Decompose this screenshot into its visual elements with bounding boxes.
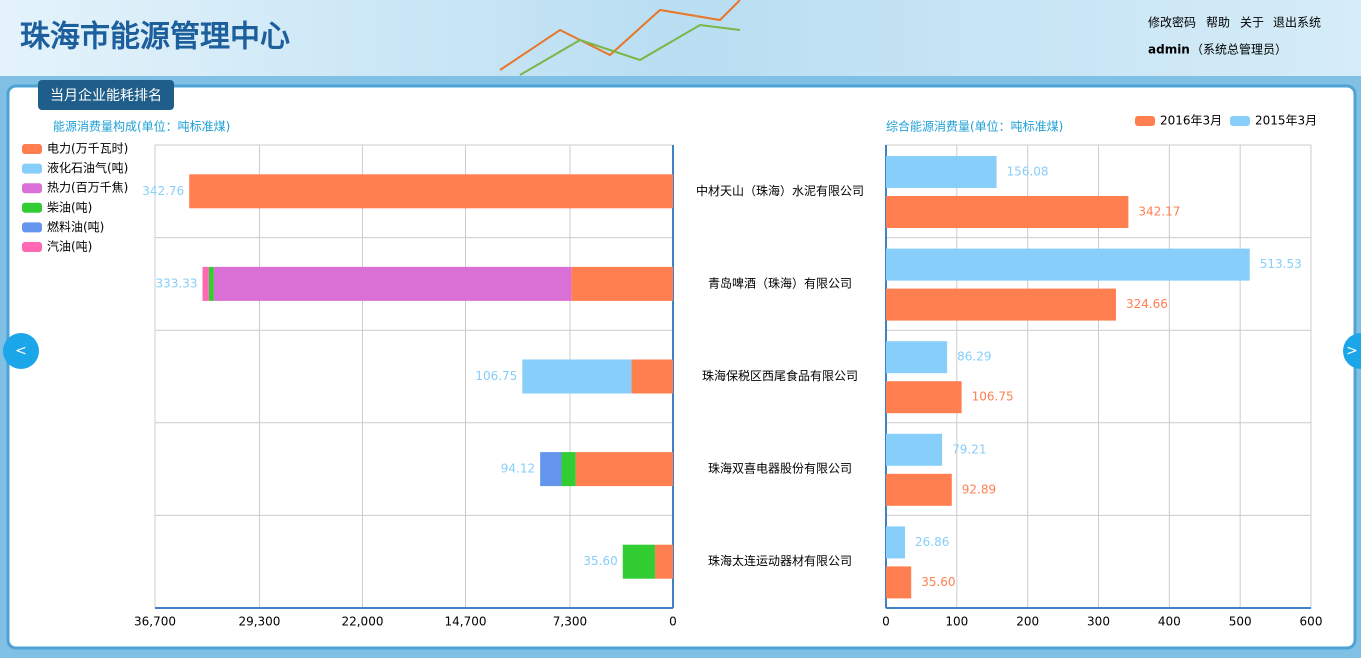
x-tick-label: 0 [669, 615, 677, 629]
category-label: 中材天山（珠海）水泥有限公司 [696, 183, 864, 198]
legend-swatch [22, 144, 42, 154]
bar [886, 433, 943, 466]
legend-swatch [22, 242, 42, 252]
value-label: 79.21 [952, 442, 986, 456]
x-tick-label: 29,300 [238, 615, 280, 629]
legend-swatch [1230, 116, 1250, 126]
value-label: 86.29 [957, 350, 991, 364]
legend-label: 2016年3月 [1160, 114, 1222, 128]
value-label: 106.75 [972, 390, 1014, 404]
next-label[interactable]: > [1346, 343, 1358, 359]
value-label: 35.60 [921, 575, 955, 589]
header-decoration [499, 0, 741, 71]
bar-segment [654, 544, 673, 579]
prev-label[interactable]: < [15, 343, 27, 359]
bar [886, 196, 1129, 228]
bar-segment [189, 174, 673, 209]
legend-label: 燃料油(吨) [47, 219, 104, 234]
bar-segment [208, 266, 214, 301]
bar-segment [561, 452, 576, 487]
bar-segment [622, 544, 655, 579]
nav-link[interactable]: 退出系统 [1273, 16, 1321, 30]
x-tick-label: 200 [1016, 615, 1039, 629]
bar-segment [540, 452, 562, 487]
legend-swatch [22, 163, 42, 174]
prev-button[interactable] [3, 333, 39, 369]
total-label: 333.33 [156, 276, 198, 290]
bar [886, 381, 962, 414]
x-tick-label: 500 [1229, 615, 1252, 629]
nav-link[interactable]: 帮助 [1206, 16, 1230, 30]
bar [886, 156, 997, 188]
bar-segment [571, 266, 673, 301]
legend-label: 液化石油气(吨) [47, 160, 128, 175]
total-label: 342.76 [142, 184, 184, 198]
header-decoration [519, 23, 741, 76]
value-label: 342.17 [1138, 205, 1180, 219]
category-label: 青岛啤酒（珠海）有限公司 [708, 275, 852, 290]
legend-label: 2015年3月 [1255, 114, 1317, 128]
x-tick-label: 36,700 [134, 615, 176, 629]
value-label: 156.08 [1007, 165, 1049, 179]
site-title: 珠海市能源管理中心 [20, 20, 290, 55]
legend-swatch [22, 183, 42, 194]
legend-label: 电力(万千瓦时) [47, 142, 128, 156]
legend-label: 热力(百万千焦) [47, 181, 128, 195]
legend-swatch [22, 202, 42, 213]
x-tick-label: 600 [1300, 615, 1323, 629]
panel-tab-text: 当月企业能耗排名 [50, 87, 162, 104]
panel-tab [38, 80, 174, 110]
x-tick-label: 300 [1087, 615, 1110, 629]
bar [886, 473, 952, 506]
category-label: 珠海保税区西尾食品有限公司 [702, 368, 858, 383]
x-tick-label: 14,700 [445, 615, 487, 629]
x-tick-label: 22,000 [341, 615, 383, 629]
total-label: 35.60 [583, 554, 617, 568]
bar-segment [213, 266, 572, 301]
bar-segment [575, 452, 673, 487]
nav-link[interactable]: 关于 [1240, 16, 1264, 30]
value-label: 513.53 [1260, 257, 1302, 271]
bar-segment [631, 359, 673, 394]
total-label: 106.75 [475, 369, 517, 383]
nav-link[interactable]: 修改密码 [1148, 15, 1196, 30]
total-label: 94.12 [501, 462, 535, 476]
value-label: 92.89 [962, 482, 996, 496]
legend-swatch [1135, 116, 1155, 126]
legend-label: 柴油(吨) [47, 200, 92, 214]
bar-segment [202, 266, 209, 301]
chart-title: 综合能源消费量(单位：吨标准煤) [886, 119, 1063, 134]
value-label: 26.86 [915, 535, 949, 549]
chart-title: 能源消费量构成(单位：吨标准煤) [53, 119, 230, 134]
legend-swatch [22, 222, 42, 233]
bar-segment [522, 359, 632, 394]
next-button[interactable] [1343, 333, 1361, 369]
category-label: 珠海双喜电器股份有限公司 [708, 461, 852, 476]
user-role: （系统总管理员） [1191, 42, 1287, 57]
bar [886, 341, 948, 374]
bar [886, 566, 912, 599]
user-name: admin [1148, 43, 1190, 57]
x-tick-label: 400 [1158, 615, 1181, 629]
bar [886, 526, 906, 559]
panel [6, 84, 1357, 650]
category-label: 珠海太连运动器材有限公司 [708, 553, 852, 568]
x-tick-label: 0 [882, 615, 890, 629]
legend-label: 汽油(吨) [47, 239, 92, 254]
value-label: 324.66 [1126, 297, 1168, 311]
x-tick-label: 100 [945, 615, 968, 629]
bar [886, 248, 1250, 281]
bar [886, 288, 1116, 321]
x-tick-label: 7,300 [553, 615, 587, 629]
